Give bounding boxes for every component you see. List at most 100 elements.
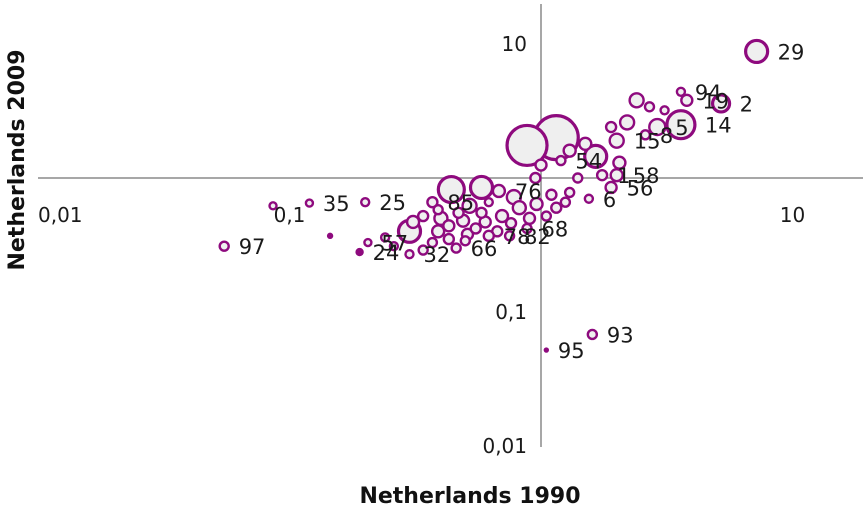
- data-point: [459, 235, 471, 247]
- data-point: [483, 196, 494, 208]
- data-point: [304, 198, 315, 208]
- y-tick-label: 0,01: [482, 434, 527, 458]
- data-point: [426, 236, 439, 249]
- point-label: 15: [634, 130, 661, 154]
- point-label: 58: [633, 164, 660, 188]
- data-point: [505, 123, 549, 168]
- data-point: [639, 129, 652, 141]
- data-point: [586, 328, 599, 341]
- tick-labels-layer: 0,01 0,1 10 10 0,1 0,01: [38, 32, 805, 458]
- data-point: [555, 154, 567, 167]
- data-point: [675, 86, 687, 97]
- y-axis-title: Netherlands 2009: [5, 49, 30, 270]
- point-label: 93: [607, 323, 634, 347]
- point-label: 56: [627, 176, 654, 200]
- data-point: [432, 204, 444, 216]
- data-point: [710, 93, 732, 114]
- data-point: [521, 222, 533, 235]
- data-point: [504, 216, 518, 230]
- data-point: [559, 196, 572, 208]
- point-label: 29: [778, 40, 805, 64]
- point-label: 24: [373, 241, 400, 265]
- data-point: [562, 143, 577, 158]
- data-point: [534, 158, 548, 172]
- data-point: [326, 232, 334, 240]
- y-tick-label: 0,1: [495, 300, 527, 324]
- data-point: [618, 114, 636, 131]
- point-label: 94: [695, 81, 722, 105]
- point-label: 14: [705, 114, 732, 138]
- point-label: 2: [740, 92, 753, 116]
- data-point: [543, 347, 550, 353]
- data-point: [540, 210, 553, 222]
- data-point: [416, 209, 430, 223]
- point-label: 54: [575, 150, 602, 174]
- point-label: 25: [379, 191, 406, 215]
- x-axis-title: Netherlands 1990: [359, 484, 580, 509]
- data-point: [218, 240, 230, 252]
- point-label: 82: [524, 225, 551, 249]
- data-point: [482, 229, 495, 243]
- data-point: [529, 196, 544, 212]
- data-point: [511, 200, 528, 216]
- data-point: [360, 196, 371, 208]
- data-point: [442, 219, 456, 233]
- data-point: [355, 247, 364, 257]
- y-tick-label: 10: [502, 32, 527, 56]
- data-point: [268, 201, 278, 211]
- data-point: [665, 109, 697, 141]
- data-point: [461, 197, 478, 215]
- point-label: 8: [660, 124, 673, 148]
- data-point: [609, 167, 624, 183]
- data-point: [529, 171, 542, 185]
- data-point: [648, 117, 667, 137]
- data-point: [450, 242, 462, 254]
- point-label: 95: [558, 339, 585, 363]
- point-label: 68: [542, 217, 569, 241]
- data-point: [452, 206, 465, 219]
- point-label: 66: [471, 237, 498, 261]
- data-point: [436, 174, 466, 205]
- point-label: 97: [239, 235, 266, 259]
- data-point: [475, 206, 488, 219]
- data-point: [595, 168, 609, 182]
- data-point: [659, 105, 670, 116]
- data-point: [468, 174, 495, 201]
- data-point: [363, 237, 373, 248]
- data-point: [608, 132, 625, 149]
- data-point: [628, 92, 645, 109]
- data-point: [430, 224, 446, 239]
- data-point: [572, 172, 584, 184]
- data-point: [583, 193, 595, 204]
- data-point: [680, 93, 694, 108]
- point-label: 32: [423, 243, 450, 267]
- point-label: 85: [447, 191, 474, 215]
- point-label: 5: [675, 116, 688, 140]
- x-tick-label: 0,01: [38, 203, 83, 227]
- data-point: [442, 232, 456, 246]
- x-tick-label: 0,1: [274, 203, 306, 227]
- data-point: [379, 232, 391, 243]
- data-point: [643, 101, 656, 113]
- data-point: [405, 214, 421, 230]
- point-label: 76: [515, 180, 542, 204]
- point-label: 19: [702, 89, 729, 113]
- point-label: 1: [617, 164, 630, 188]
- data-point: [388, 240, 400, 252]
- points-layer: [218, 38, 770, 353]
- data-point: [550, 201, 563, 214]
- data-point: [522, 211, 537, 226]
- data-point: [563, 186, 576, 199]
- point-label: 35: [323, 192, 350, 216]
- data-point: [604, 120, 618, 134]
- x-tick-label: 10: [780, 203, 805, 227]
- data-point: [744, 38, 770, 65]
- point-label: 57: [381, 232, 408, 256]
- data-point: [426, 195, 439, 209]
- point-label: 6: [603, 188, 616, 212]
- data-point: [491, 183, 507, 199]
- data-point: [578, 136, 593, 151]
- data-point: [417, 244, 429, 256]
